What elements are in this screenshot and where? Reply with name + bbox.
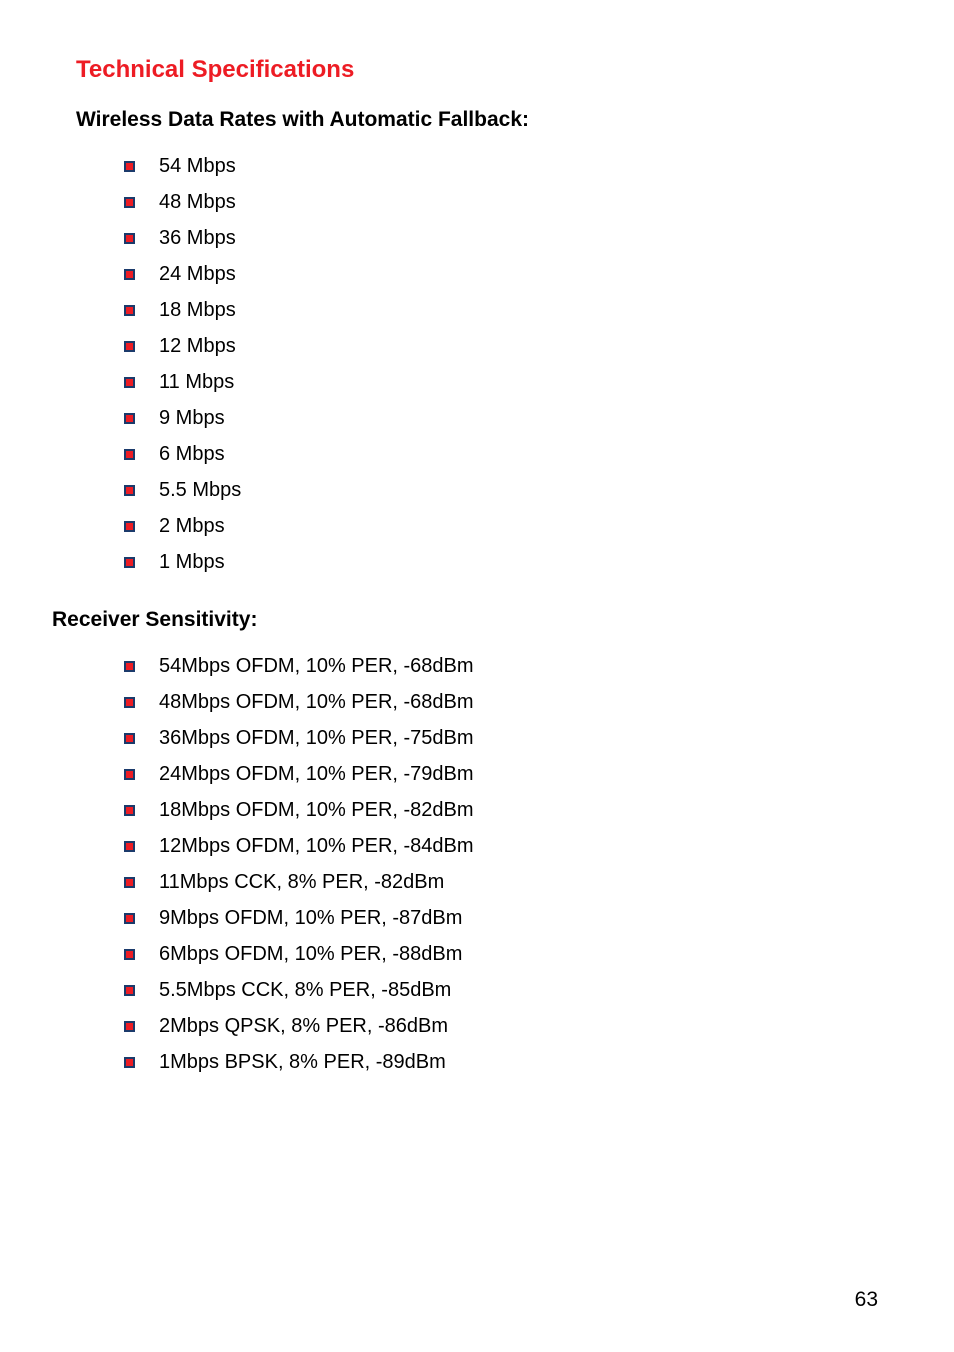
list-item: 12 Mbps (124, 332, 878, 360)
item-text: 1Mbps BPSK, 8% PER, -89dBm (159, 1048, 446, 1076)
list-item: 6 Mbps (124, 440, 878, 468)
bullet-icon (124, 161, 135, 172)
item-text: 12 Mbps (159, 332, 236, 360)
item-text: 54 Mbps (159, 152, 236, 180)
item-text: 12Mbps OFDM, 10% PER, -84dBm (159, 832, 474, 860)
list-item: 5.5Mbps CCK, 8% PER, -85dBm (124, 976, 878, 1004)
bullet-icon (124, 769, 135, 780)
list-item: 18Mbps OFDM, 10% PER, -82dBm (124, 796, 878, 824)
section-title: Receiver Sensitivity: (52, 608, 878, 632)
item-text: 5.5Mbps CCK, 8% PER, -85dBm (159, 976, 451, 1004)
item-text: 48 Mbps (159, 188, 236, 216)
list-item: 9Mbps OFDM, 10% PER, -87dBm (124, 904, 878, 932)
item-text: 54Mbps OFDM, 10% PER, -68dBm (159, 652, 474, 680)
bullet-icon (124, 985, 135, 996)
bullet-icon (124, 305, 135, 316)
bullet-icon (124, 913, 135, 924)
item-text: 6Mbps OFDM, 10% PER, -88dBm (159, 940, 462, 968)
bullet-icon (124, 877, 135, 888)
item-text: 48Mbps OFDM, 10% PER, -68dBm (159, 688, 474, 716)
receiver-sensitivity-list: 54Mbps OFDM, 10% PER, -68dBm 48Mbps OFDM… (76, 652, 878, 1076)
list-item: 12Mbps OFDM, 10% PER, -84dBm (124, 832, 878, 860)
list-item: 48 Mbps (124, 188, 878, 216)
item-text: 24 Mbps (159, 260, 236, 288)
section-wireless-data-rates: Wireless Data Rates with Automatic Fallb… (76, 108, 878, 576)
bullet-icon (124, 197, 135, 208)
data-rates-list: 54 Mbps 48 Mbps 36 Mbps 24 Mbps 18 Mbps … (76, 152, 878, 576)
list-item: 1Mbps BPSK, 8% PER, -89dBm (124, 1048, 878, 1076)
item-text: 2 Mbps (159, 512, 225, 540)
list-item: 5.5 Mbps (124, 476, 878, 504)
bullet-icon (124, 341, 135, 352)
item-text: 2Mbps QPSK, 8% PER, -86dBm (159, 1012, 448, 1040)
item-text: 5.5 Mbps (159, 476, 241, 504)
list-item: 18 Mbps (124, 296, 878, 324)
list-item: 54 Mbps (124, 152, 878, 180)
list-item: 6Mbps OFDM, 10% PER, -88dBm (124, 940, 878, 968)
bullet-icon (124, 521, 135, 532)
item-text: 24Mbps OFDM, 10% PER, -79dBm (159, 760, 474, 788)
list-item: 36 Mbps (124, 224, 878, 252)
item-text: 36Mbps OFDM, 10% PER, -75dBm (159, 724, 474, 752)
list-item: 24Mbps OFDM, 10% PER, -79dBm (124, 760, 878, 788)
bullet-icon (124, 233, 135, 244)
item-text: 18 Mbps (159, 296, 236, 324)
list-item: 1 Mbps (124, 548, 878, 576)
item-text: 9 Mbps (159, 404, 225, 432)
bullet-icon (124, 949, 135, 960)
item-text: 18Mbps OFDM, 10% PER, -82dBm (159, 796, 474, 824)
bullet-icon (124, 733, 135, 744)
bullet-icon (124, 449, 135, 460)
bullet-icon (124, 1057, 135, 1068)
bullet-icon (124, 697, 135, 708)
item-text: 11 Mbps (159, 368, 234, 396)
item-text: 11Mbps CCK, 8% PER, -82dBm (159, 868, 444, 896)
bullet-icon (124, 485, 135, 496)
item-text: 6 Mbps (159, 440, 225, 468)
bullet-icon (124, 661, 135, 672)
section-receiver-sensitivity: Receiver Sensitivity: 54Mbps OFDM, 10% P… (76, 608, 878, 1076)
item-text: 1 Mbps (159, 548, 225, 576)
list-item: 2 Mbps (124, 512, 878, 540)
list-item: 54Mbps OFDM, 10% PER, -68dBm (124, 652, 878, 680)
list-item: 48Mbps OFDM, 10% PER, -68dBm (124, 688, 878, 716)
bullet-icon (124, 1021, 135, 1032)
list-item: 36Mbps OFDM, 10% PER, -75dBm (124, 724, 878, 752)
bullet-icon (124, 377, 135, 388)
list-item: 9 Mbps (124, 404, 878, 432)
bullet-icon (124, 557, 135, 568)
bullet-icon (124, 841, 135, 852)
page-number: 63 (855, 1288, 878, 1312)
list-item: 24 Mbps (124, 260, 878, 288)
bullet-icon (124, 413, 135, 424)
list-item: 11Mbps CCK, 8% PER, -82dBm (124, 868, 878, 896)
list-item: 11 Mbps (124, 368, 878, 396)
bullet-icon (124, 269, 135, 280)
main-title: Technical Specifications (76, 56, 878, 84)
list-item: 2Mbps QPSK, 8% PER, -86dBm (124, 1012, 878, 1040)
bullet-icon (124, 805, 135, 816)
item-text: 36 Mbps (159, 224, 236, 252)
section-title: Wireless Data Rates with Automatic Fallb… (76, 108, 878, 132)
item-text: 9Mbps OFDM, 10% PER, -87dBm (159, 904, 462, 932)
